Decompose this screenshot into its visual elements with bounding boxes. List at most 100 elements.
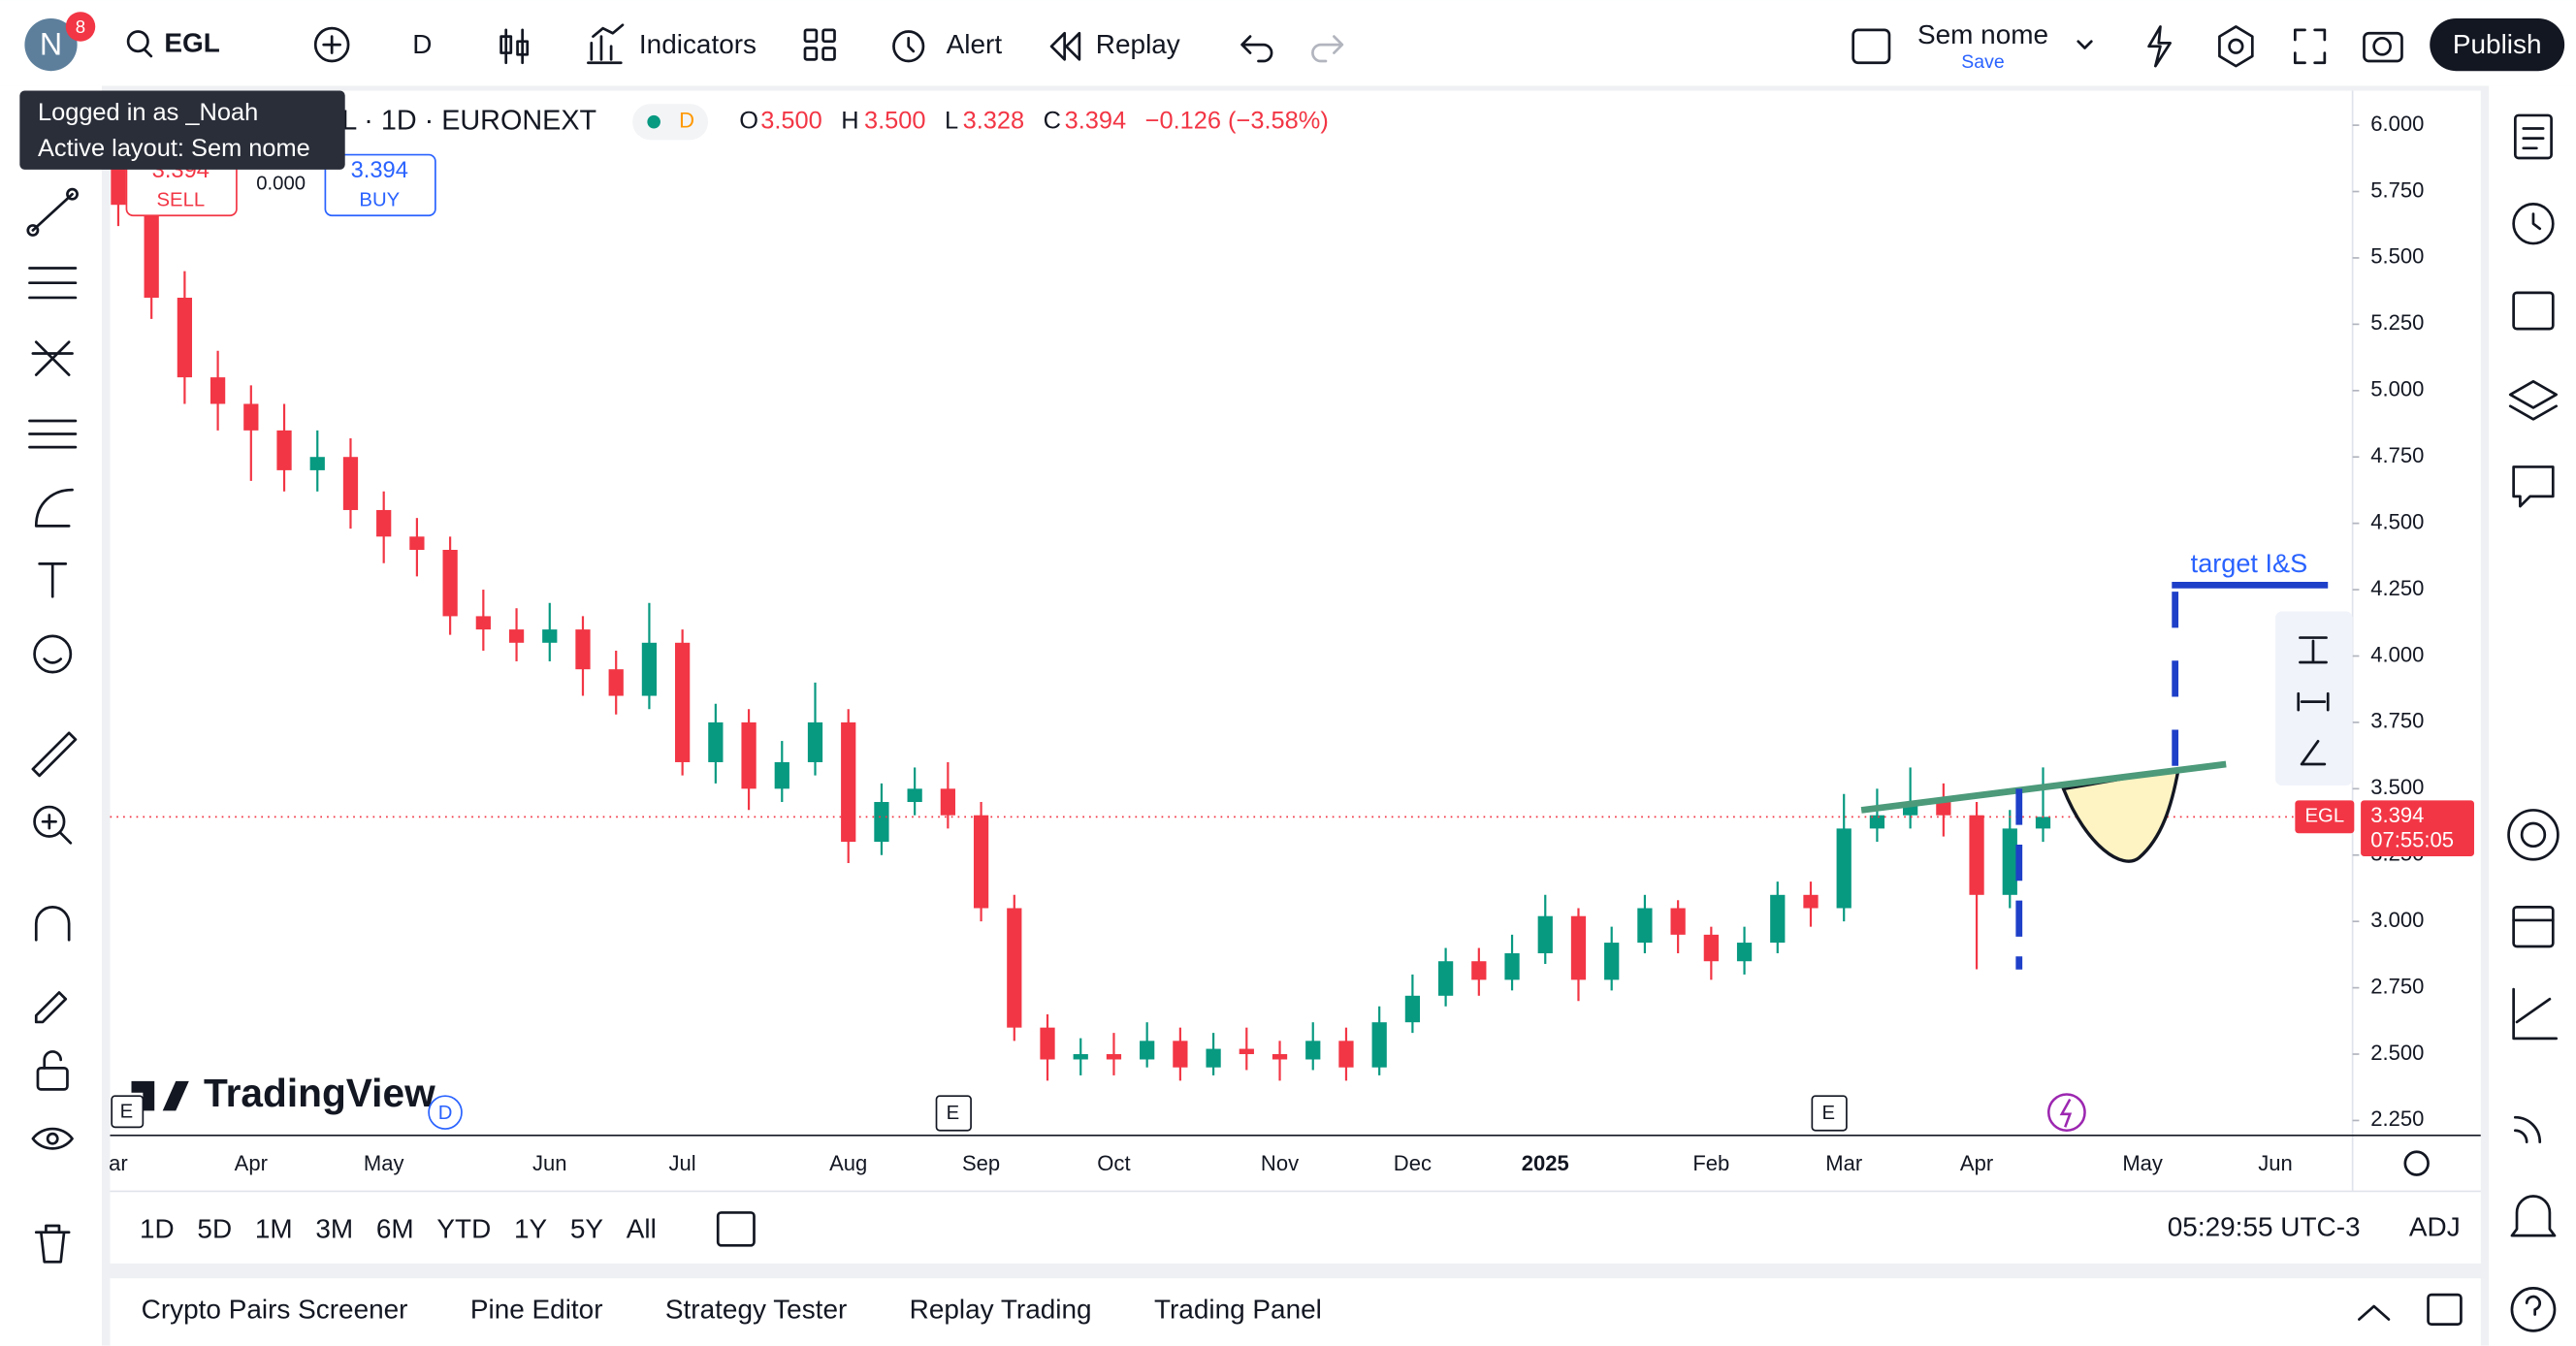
x-tick-label: Aug	[829, 1151, 867, 1175]
open-label: O	[739, 107, 758, 134]
split-marker[interactable]	[2046, 1093, 2086, 1133]
interval[interactable]: D	[412, 29, 432, 59]
tooltip-line: Logged in as _Noah	[38, 99, 258, 126]
range-button[interactable]: 1M	[255, 1213, 293, 1243]
emoji-tool[interactable]	[33, 634, 73, 674]
event-marker[interactable]	[111, 1095, 145, 1129]
save-link[interactable]: Save	[1961, 51, 2004, 73]
fib-tool[interactable]	[28, 267, 78, 300]
settings-icon[interactable]	[2218, 25, 2254, 68]
event-marker[interactable]	[1811, 1095, 1848, 1132]
candle-body	[1736, 943, 1753, 962]
avatar[interactable]	[24, 17, 78, 72]
undo-icon[interactable]	[1240, 35, 1273, 63]
axes: 6.000 5.750 5.500 5.250 5.000 4.750 4.500 4.250…	[109, 112, 2424, 1175]
candle-body	[874, 802, 889, 843]
draw-mode-tool[interactable]	[34, 991, 68, 1024]
add-icon[interactable]	[313, 26, 350, 63]
watchlist-icon	[2522, 127, 2545, 150]
trend-tool	[26, 224, 40, 237]
indicators-button[interactable]: Indicators	[639, 29, 757, 59]
event-marker[interactable]	[935, 1095, 972, 1132]
range-button[interactable]: 5D	[197, 1213, 232, 1243]
redo-icon[interactable]	[1311, 35, 1344, 63]
trend-line[interactable]	[1860, 760, 2227, 814]
dividend-marker[interactable]	[428, 1095, 463, 1130]
lock-tool[interactable]	[36, 1067, 69, 1091]
x-tick-label: Mar	[1825, 1151, 1862, 1175]
layout-icon[interactable]	[803, 28, 819, 44]
forecast-tool[interactable]	[28, 419, 78, 449]
range-button[interactable]: 5Y	[570, 1213, 604, 1243]
bottom-tab[interactable]: Trading Panel	[1154, 1294, 1322, 1324]
calendar-icon[interactable]	[2512, 906, 2555, 948]
x-tick-label: Apr	[1960, 1151, 1993, 1175]
range-button[interactable]: 3M	[315, 1213, 353, 1243]
magnet-tool[interactable]	[34, 906, 71, 942]
bottom-tab[interactable]: Strategy Tester	[665, 1294, 847, 1324]
logo: TradingView	[204, 1071, 435, 1115]
help-icon[interactable]	[2510, 1287, 2557, 1332]
layout-name[interactable]: Sem nome	[1917, 19, 2048, 49]
open-value: 3.500	[760, 107, 822, 134]
quick-icon[interactable]	[2147, 25, 2172, 68]
candle-body	[608, 669, 624, 696]
chat-icon[interactable]	[2512, 465, 2555, 508]
candle-body	[940, 788, 955, 816]
ideas-icon[interactable]	[2512, 987, 2559, 1041]
range-button[interactable]: 6M	[376, 1213, 414, 1243]
candle-body	[907, 788, 922, 803]
candle-body	[1637, 908, 1653, 944]
maximize-icon[interactable]	[2427, 1293, 2463, 1326]
replay-button[interactable]: Replay	[1096, 29, 1180, 59]
range-button[interactable]: YTD	[436, 1213, 491, 1243]
visibility-tool[interactable]	[31, 1127, 74, 1150]
target-icon[interactable]	[2507, 809, 2560, 861]
bottom-tab[interactable]: Pine Editor	[470, 1294, 603, 1324]
trash-tool[interactable]	[34, 1224, 71, 1264]
bottom-tab[interactable]: Crypto Pairs Screener	[142, 1294, 408, 1324]
x-tick-label: May	[364, 1151, 404, 1175]
candle-body	[1604, 943, 1620, 980]
symbol[interactable]: EGL	[164, 27, 219, 57]
text-tool[interactable]	[38, 562, 68, 598]
dropdown-icon[interactable]	[2077, 40, 2093, 49]
spread: 0.000	[256, 173, 306, 194]
ruler-tool[interactable]	[31, 731, 78, 778]
range-button[interactable]: 1D	[140, 1213, 175, 1243]
chart-panel	[110, 90, 2481, 1264]
candle-body	[774, 761, 789, 789]
axis-settings[interactable]	[2403, 1150, 2430, 1176]
range-button[interactable]: 1Y	[514, 1213, 548, 1243]
alerts-icon[interactable]	[2512, 203, 2555, 245]
bottom-tab[interactable]: Replay Trading	[910, 1294, 1092, 1324]
brush-tool[interactable]	[34, 488, 74, 528]
layout-icon	[803, 47, 819, 61]
fullscreen-icon[interactable]	[2293, 28, 2327, 65]
search-icon	[143, 48, 153, 58]
watchlist-icon[interactable]	[2513, 113, 2553, 160]
measure-icons[interactable]	[2297, 636, 2330, 766]
zoom-tool	[41, 814, 73, 845]
zoom-tool[interactable]	[33, 805, 66, 838]
candle-body	[1106, 1054, 1122, 1060]
notifications-icon[interactable]	[2510, 1195, 2557, 1237]
tooltip-line: Active layout: Sem nome	[38, 135, 310, 162]
range-button[interactable]: All	[627, 1213, 657, 1243]
camera-icon[interactable]	[2363, 31, 2403, 63]
news-icon[interactable]	[2512, 291, 2555, 331]
candle-body	[675, 642, 691, 762]
publish-button[interactable]	[2430, 17, 2565, 72]
alert-button[interactable]: Alert	[947, 29, 1003, 59]
adj-toggle[interactable]: ADJ	[2409, 1212, 2461, 1242]
layers-icon[interactable]	[2508, 379, 2559, 421]
buy-button[interactable]	[324, 153, 436, 217]
badge-count: 8	[76, 16, 85, 37]
layout-box-icon	[1852, 28, 1891, 65]
cup-shape[interactable]	[2061, 767, 2181, 863]
date-range-icon[interactable]	[716, 1211, 756, 1247]
x-tick-label: Jul	[669, 1151, 696, 1175]
pattern-tool[interactable]	[31, 340, 74, 376]
stream-icon[interactable]	[2513, 1115, 2542, 1143]
collapse-icon[interactable]	[2358, 1304, 2391, 1321]
